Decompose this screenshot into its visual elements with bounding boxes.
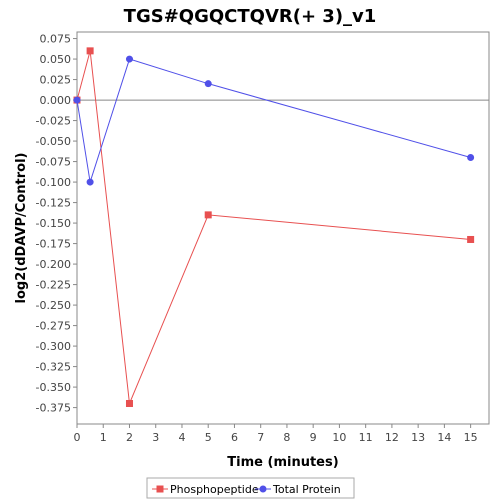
y-tick-label: 0.075	[40, 33, 72, 46]
data-point-phosphopeptide	[86, 47, 94, 55]
x-tick-label: 6	[231, 431, 238, 444]
x-tick-label: 8	[283, 431, 290, 444]
legend	[146, 477, 355, 499]
y-tick-label: -0.275	[36, 320, 71, 333]
chart-title: TGS#QGQCTQVR(+ 3)_v1	[124, 6, 377, 27]
y-tick-label: -0.200	[36, 258, 71, 271]
x-tick-label: 14	[437, 431, 451, 444]
data-point-total-protein	[73, 96, 81, 104]
y-tick-label: 0.000	[40, 94, 72, 107]
series-layer	[73, 47, 475, 407]
y-tick-label: 0.050	[40, 53, 72, 66]
y-tick-label: -0.100	[36, 176, 71, 189]
y-tick-label: -0.175	[36, 238, 71, 251]
plot-area	[76, 31, 490, 425]
y-tick-label: -0.050	[36, 135, 71, 148]
x-tick-label: 1	[100, 431, 107, 444]
x-tick-label: 2	[126, 431, 133, 444]
y-axis: 0.075 0.050 0.025 0.000 -0.025 -0.050 -0.075 -0…	[36, 33, 77, 415]
x-tick-label: 4	[178, 431, 185, 444]
y-tick-label: -0.150	[36, 217, 71, 230]
x-tick-label: 7	[257, 431, 264, 444]
legend-label-total-protein: Total Protein	[272, 483, 341, 496]
y-tick-label: -0.300	[36, 340, 71, 353]
x-axis-label: Time (minutes)	[227, 455, 338, 470]
legend-marker-phosphopeptide	[156, 485, 164, 493]
legend-label-phosphopeptide: Phosphopeptide	[170, 483, 259, 496]
data-point-total-protein	[86, 178, 94, 186]
y-tick-label: -0.125	[36, 197, 71, 210]
data-point-phosphopeptide	[467, 235, 475, 243]
x-tick-label: 10	[332, 431, 346, 444]
x-tick-label: 0	[74, 431, 81, 444]
legend-items: Phosphopeptide Total Protein	[152, 483, 341, 496]
data-point-phosphopeptide	[125, 399, 133, 407]
y-axis-label: log2(dDAVP/Control)	[14, 153, 29, 304]
y-tick-label: -0.225	[36, 279, 71, 292]
y-tick-label: -0.025	[36, 115, 71, 128]
x-tick-label: 3	[152, 431, 159, 444]
y-tick-label: -0.325	[36, 361, 71, 374]
data-point-total-protein	[125, 55, 133, 63]
y-tick-label: -0.250	[36, 299, 71, 312]
legend-marker-total-protein	[259, 485, 267, 493]
x-tick-label: 15	[464, 431, 478, 444]
y-tick-label: -0.075	[36, 156, 71, 169]
x-tick-label: 12	[385, 431, 399, 444]
x-tick-label: 9	[310, 431, 317, 444]
x-tick-label: 13	[411, 431, 425, 444]
x-tick-label: 11	[359, 431, 373, 444]
x-axis: 0 1 2 3 4 5 6 7 8 9 10 11 12 13 14 15	[74, 424, 478, 444]
data-point-total-protein	[467, 153, 475, 161]
data-point-total-protein	[204, 80, 212, 88]
y-tick-label: -0.375	[36, 402, 71, 415]
y-tick-label: 0.025	[40, 74, 72, 87]
x-tick-label: 5	[205, 431, 212, 444]
y-tick-label: -0.350	[36, 381, 71, 394]
data-point-phosphopeptide	[204, 211, 212, 219]
